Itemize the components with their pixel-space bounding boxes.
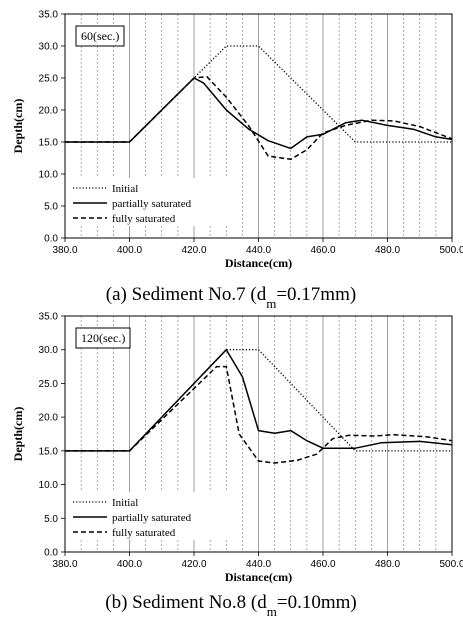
x-tick-label: 420.0 <box>181 559 206 570</box>
time-label-box <box>75 327 131 349</box>
y-axis-label: Depth(cm) <box>11 99 25 154</box>
figure-caption: (a) Sediment No.7 (dm=0.17mm) <box>106 284 356 311</box>
y-tick-label: 30.0 <box>39 42 59 53</box>
x-tick-label: 440.0 <box>246 245 271 256</box>
x-tick-label: 400.0 <box>117 559 142 570</box>
time-label: 120(sec.) <box>81 331 125 345</box>
y-tick-label: 15.0 <box>39 138 59 149</box>
legend-background <box>70 492 230 540</box>
y-tick-label: 20.0 <box>39 106 59 117</box>
x-tick-label: 460.0 <box>310 245 335 256</box>
x-tick-label: 380.0 <box>52 245 77 256</box>
x-tick-label: 480.0 <box>375 559 400 570</box>
y-tick-label: 5.0 <box>44 202 58 213</box>
chart-panel-1: 0.0 5.0 10.0 15.0 20.0 25.0 30.0 35.0 380.0 400.0… <box>11 10 463 311</box>
legend-entry: partially saturated <box>112 198 192 210</box>
y-tick-label: 20.0 <box>39 413 59 424</box>
time-label: 60(sec.) <box>81 29 119 43</box>
x-axis-label: Distance(cm) <box>225 256 292 270</box>
y-tick-label: 25.0 <box>39 74 59 85</box>
series-line-partially-saturated <box>65 77 453 150</box>
y-tick-label: 0.0 <box>44 234 58 245</box>
chart-panel-2: 0.0 5.0 10.0 15.0 20.0 25.0 30.0 35.0 380.0 400.0… <box>11 312 463 619</box>
time-label-box <box>75 25 125 47</box>
y-tick-label: 30.0 <box>39 345 59 356</box>
x-tick-label: 440.0 <box>246 559 271 570</box>
x-axis-label: Distance(cm) <box>225 570 292 584</box>
y-tick-label: 10.0 <box>39 170 59 181</box>
legend-entry: fully saturated <box>112 527 176 539</box>
y-tick-label: 15.0 <box>39 446 59 457</box>
y-tick-label: 10.0 <box>39 480 59 491</box>
y-axis-label: Depth(cm) <box>11 407 25 462</box>
x-tick-label: 460.0 <box>310 559 335 570</box>
x-tick-label: 500.0 <box>439 245 463 256</box>
legend-entry: Initial <box>112 183 138 195</box>
x-tick-label: 400.0 <box>117 245 142 256</box>
series-line-fully-saturated <box>65 75 453 161</box>
legend-entry: partially saturated <box>112 512 192 524</box>
x-tick-label: 380.0 <box>52 559 77 570</box>
legend-entry: fully saturated <box>112 213 176 225</box>
x-tick-label: 480.0 <box>375 245 400 256</box>
y-tick-label: 35.0 <box>39 10 59 21</box>
series-line-partially-saturated <box>65 348 453 452</box>
y-tick-label: 0.0 <box>44 548 58 559</box>
series-line-fully-saturated <box>65 365 453 464</box>
legend-background <box>70 178 230 226</box>
legend-entry: Initial <box>112 497 138 509</box>
y-tick-label: 5.0 <box>44 514 58 525</box>
y-tick-label: 25.0 <box>39 379 59 390</box>
x-tick-label: 420.0 <box>181 245 206 256</box>
figure-caption: (b) Sediment No.8 (dm=0.10mm) <box>105 592 356 619</box>
y-tick-label: 35.0 <box>39 312 59 323</box>
x-tick-label: 500.0 <box>439 559 463 570</box>
